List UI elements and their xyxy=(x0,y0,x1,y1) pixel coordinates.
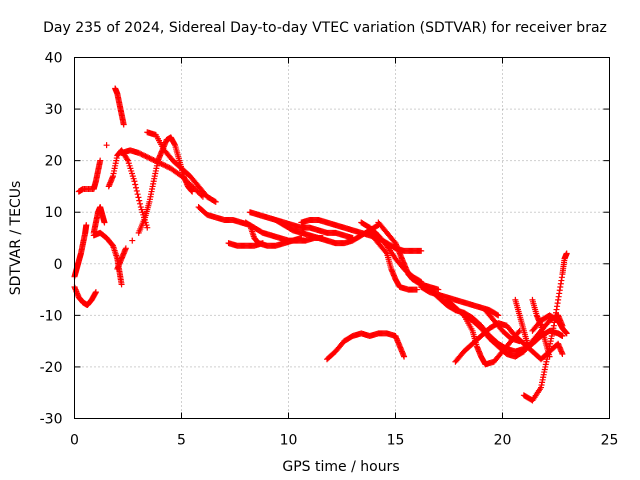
data-point xyxy=(118,281,125,288)
data-point xyxy=(101,219,108,226)
y-axis-label: SDTVAR / TECUs xyxy=(8,181,24,296)
data-point xyxy=(137,200,144,207)
x-tick-label: 5 xyxy=(177,433,186,449)
data-point xyxy=(139,151,146,158)
y-tick-label: -30 xyxy=(40,412,63,428)
chart-title: Day 235 of 2024, Sidereal Day-to-day VTE… xyxy=(43,20,607,36)
data-point xyxy=(413,286,420,293)
data-point xyxy=(136,197,143,204)
x-tick-label: 25 xyxy=(601,433,619,449)
data-point xyxy=(494,311,501,318)
data-point xyxy=(158,160,165,167)
y-tick-label: 20 xyxy=(45,154,63,170)
data-point xyxy=(563,250,570,257)
x-axis-label: GPS time / hours xyxy=(282,459,399,475)
data-point xyxy=(563,330,570,337)
data-point xyxy=(137,150,144,157)
data-point xyxy=(147,155,154,162)
data-point xyxy=(142,153,149,160)
data-point xyxy=(144,224,151,231)
data-point xyxy=(382,249,389,256)
data-point xyxy=(154,158,161,165)
data-point xyxy=(134,191,141,198)
axis-ticks: 0 5 10 15 20 25 -30 -20 -10 0 10 20 30 40 xyxy=(40,51,619,449)
data-point xyxy=(153,158,160,165)
data-point xyxy=(163,163,170,170)
data-point xyxy=(211,198,218,205)
data-point xyxy=(135,194,142,201)
data-point xyxy=(133,184,140,191)
data-point xyxy=(129,237,136,244)
data-point xyxy=(162,162,169,169)
data-point xyxy=(133,187,140,194)
data-point xyxy=(525,343,532,350)
data-point xyxy=(138,151,145,158)
data-point xyxy=(120,121,127,128)
data-point xyxy=(559,351,566,358)
data-point xyxy=(435,286,442,293)
x-tick-label: 20 xyxy=(494,433,512,449)
data-point xyxy=(418,247,425,254)
data-point xyxy=(141,152,148,159)
data-point xyxy=(149,156,156,163)
data-point xyxy=(103,142,110,149)
data-point xyxy=(516,338,523,345)
data-point xyxy=(401,353,408,360)
data-point xyxy=(122,245,129,252)
data-point xyxy=(515,329,522,336)
y-tick-label: 10 xyxy=(45,205,63,221)
data-point xyxy=(92,289,99,296)
data-point xyxy=(495,312,502,319)
y-tick-label: 30 xyxy=(45,102,63,118)
data-point xyxy=(132,181,139,188)
data-point xyxy=(259,240,266,247)
data-point xyxy=(143,153,150,160)
data-point xyxy=(135,149,142,156)
data-point xyxy=(155,159,162,166)
data-point xyxy=(165,164,172,171)
data-point xyxy=(212,198,219,205)
data-points xyxy=(71,85,570,404)
grid xyxy=(74,57,610,419)
data-point xyxy=(198,192,205,199)
y-tick-label: 0 xyxy=(54,257,63,273)
y-tick-label: -20 xyxy=(40,360,63,376)
data-point xyxy=(199,193,206,200)
data-point xyxy=(150,156,157,163)
y-tick-label: 40 xyxy=(45,51,63,67)
x-tick-label: 15 xyxy=(387,433,405,449)
x-tick-label: 10 xyxy=(280,433,298,449)
data-point xyxy=(161,162,168,169)
data-point xyxy=(146,155,153,162)
data-point xyxy=(131,178,138,185)
data-point xyxy=(124,156,131,163)
data-point xyxy=(151,157,158,164)
data-point xyxy=(159,161,166,168)
data-point xyxy=(157,160,164,167)
data-point xyxy=(145,154,152,161)
x-tick-label: 0 xyxy=(70,433,79,449)
data-point xyxy=(559,332,566,339)
plot-frame xyxy=(74,57,610,419)
data-point xyxy=(83,222,90,229)
data-point xyxy=(97,157,104,164)
y-tick-label: -10 xyxy=(40,308,63,324)
